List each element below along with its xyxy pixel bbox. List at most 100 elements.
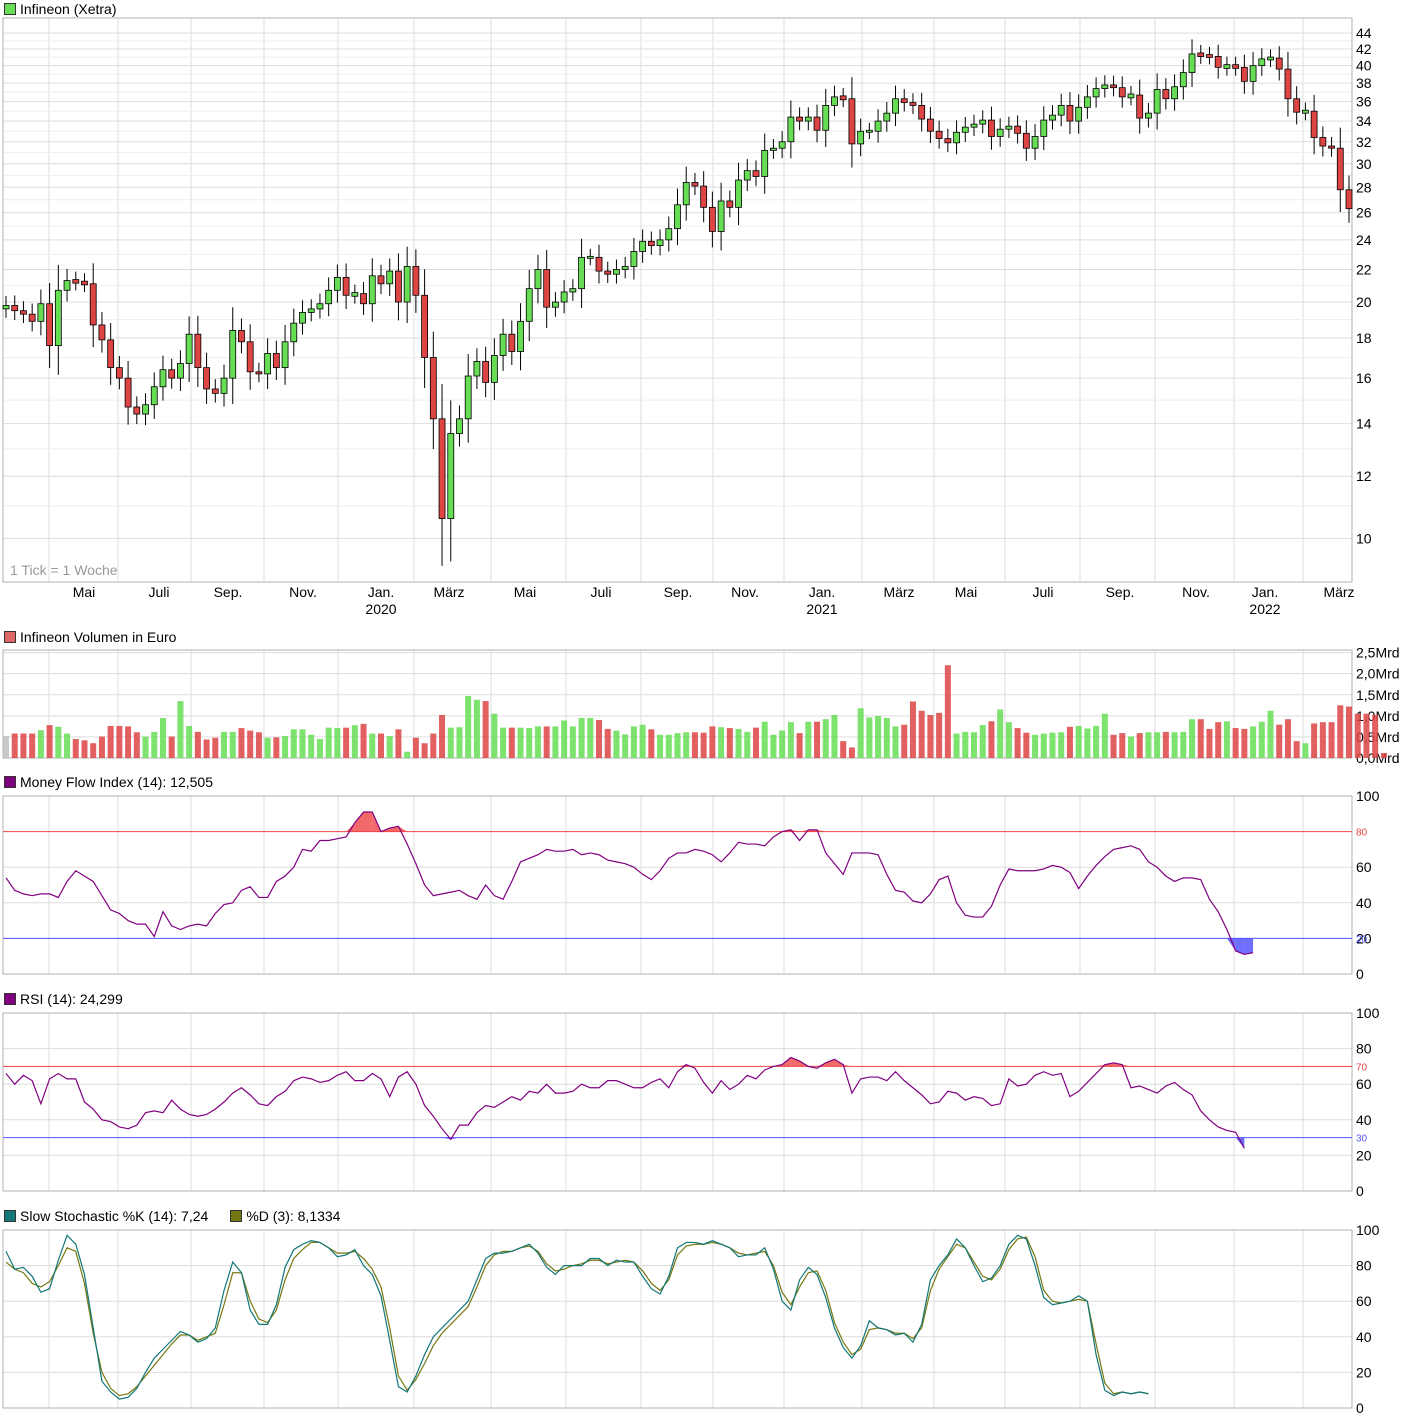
volume-bar xyxy=(1250,726,1257,758)
price-x-month-label: Nov. xyxy=(1182,584,1210,600)
candle-body xyxy=(656,239,664,246)
volume-bar xyxy=(805,721,812,758)
volume-bar xyxy=(508,727,515,758)
volume-bar xyxy=(29,733,36,758)
mfi-overbought-fill xyxy=(363,812,373,832)
volume-bar xyxy=(1302,743,1309,758)
rsi-legend-swatch xyxy=(4,993,16,1005)
candle-body xyxy=(586,255,594,259)
volume-bar xyxy=(325,727,332,758)
volume-bar xyxy=(1319,722,1326,758)
volume-bar xyxy=(1180,731,1187,758)
candle-body xyxy=(342,276,350,296)
candle-body xyxy=(203,367,210,390)
candle-body xyxy=(124,377,132,408)
candle-body xyxy=(534,269,542,290)
candle-body xyxy=(804,116,812,122)
volume-y-tick: 1,5Mrd xyxy=(1356,687,1400,703)
volume-bar xyxy=(20,733,27,758)
price-legend: Infineon (Xetra) xyxy=(4,0,117,18)
volume-bar xyxy=(386,736,393,758)
price-y-tick: 12 xyxy=(1356,468,1372,484)
volume-bar xyxy=(796,733,803,758)
volume-legend-swatch xyxy=(4,631,16,643)
price-y-tick: 26 xyxy=(1356,205,1372,221)
candle-body xyxy=(333,276,341,291)
candle-body xyxy=(935,130,943,139)
candle-body xyxy=(447,433,455,519)
candle-body xyxy=(81,280,88,286)
price-x-month-label: Sep. xyxy=(214,584,243,600)
candle-body xyxy=(133,406,141,415)
candle-body xyxy=(490,355,498,383)
volume-bar xyxy=(1337,705,1344,758)
volume-bar xyxy=(1119,733,1126,758)
volume-bar xyxy=(918,710,925,758)
volume-bar xyxy=(46,725,53,758)
candle-body xyxy=(970,123,978,128)
candle-body xyxy=(1249,65,1257,82)
mfi-overbought-fill xyxy=(354,812,364,832)
candle-body xyxy=(37,303,45,322)
candle-body xyxy=(360,293,367,305)
price-x-year-label: 2021 xyxy=(806,601,837,617)
mfi-overbought-fill xyxy=(389,826,399,832)
candle-body xyxy=(238,330,245,343)
candle-body xyxy=(1101,84,1109,89)
candle-body xyxy=(552,301,559,308)
volume-bar xyxy=(1101,713,1108,758)
volume-bar xyxy=(787,722,794,758)
candle-body xyxy=(1258,58,1266,67)
volume-bar xyxy=(482,701,489,758)
volume-bar xyxy=(316,739,323,758)
mfi-oversold-fill xyxy=(1235,938,1245,955)
price-y-tick: 36 xyxy=(1356,94,1372,110)
candle-body xyxy=(953,131,960,144)
volume-bar xyxy=(944,665,951,758)
volume-bar xyxy=(221,731,228,758)
price-y-tick: 34 xyxy=(1356,113,1372,129)
volume-bar xyxy=(691,732,698,758)
stoch-y-tick: 80 xyxy=(1356,1258,1372,1274)
volume-bar xyxy=(194,731,201,758)
mfi-lower-label: 20 xyxy=(1356,934,1368,945)
volume-bar xyxy=(412,737,419,758)
stoch-k-legend-swatch xyxy=(4,1210,16,1222)
candle-body xyxy=(752,170,760,177)
volume-y-tick: 2,0Mrd xyxy=(1356,666,1400,682)
price-y-tick: 20 xyxy=(1356,294,1372,310)
volume-bar xyxy=(360,723,367,758)
volume-bar xyxy=(1284,719,1291,758)
stoch-y-tick: 60 xyxy=(1356,1293,1372,1309)
volume-bar xyxy=(526,728,533,758)
volume-bar xyxy=(1171,732,1178,758)
volume-bar xyxy=(447,727,454,758)
volume-bar xyxy=(273,737,280,758)
volume-bar xyxy=(953,733,960,758)
volume-bar xyxy=(569,726,576,758)
candle-body xyxy=(1110,84,1117,89)
candle-body xyxy=(1162,89,1170,100)
mfi-legend: Money Flow Index (14): 12,505 xyxy=(4,773,213,791)
candle-body xyxy=(525,288,533,322)
candle-body xyxy=(386,270,394,285)
price-y-tick: 10 xyxy=(1356,530,1372,546)
volume-bar xyxy=(1267,710,1274,758)
candle-body xyxy=(1145,112,1152,119)
candle-body xyxy=(621,266,629,270)
price-x-month-label: Juli xyxy=(1032,584,1053,600)
candle-body xyxy=(464,375,472,420)
price-x-month-label: Juli xyxy=(148,584,169,600)
candle-body xyxy=(142,404,149,415)
volume-bar xyxy=(421,743,428,758)
candle-body xyxy=(1171,86,1178,100)
volume-bar xyxy=(770,734,777,758)
candle-body xyxy=(796,116,803,122)
volume-bar xyxy=(683,732,690,758)
stoch-y-tick: 20 xyxy=(1356,1364,1372,1380)
candle-body xyxy=(20,310,27,315)
volume-bar xyxy=(1346,706,1352,758)
stoch-k-line xyxy=(5,1234,1149,1400)
price-y-tick: 14 xyxy=(1356,416,1372,432)
candle-body xyxy=(865,129,873,133)
